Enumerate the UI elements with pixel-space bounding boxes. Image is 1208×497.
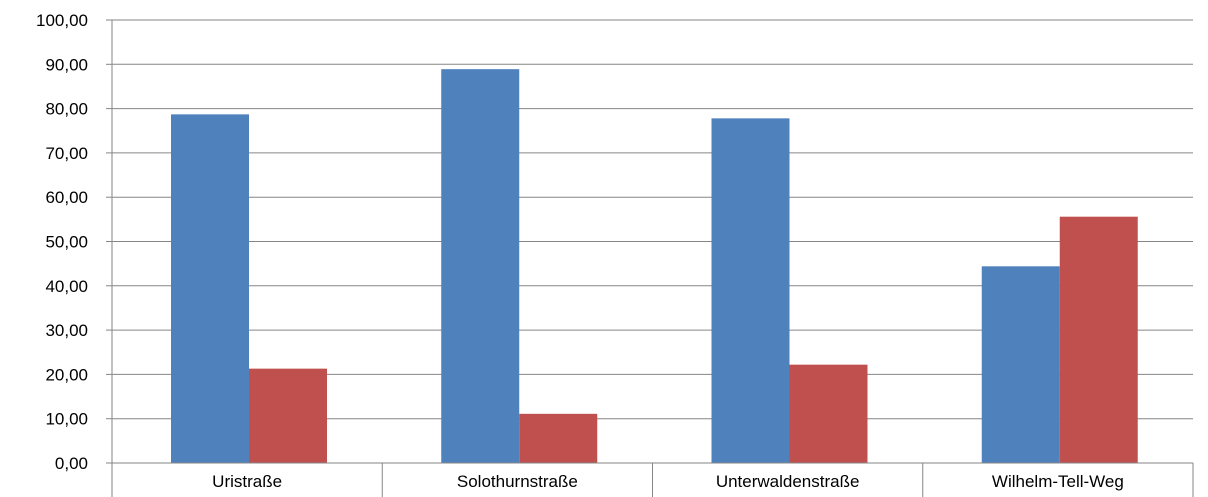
y-tick-label: 60,00 xyxy=(45,188,88,207)
bar-blue-2 xyxy=(441,69,520,463)
bar-blue-1 xyxy=(171,114,249,463)
y-tick-labels: 0,00 10,00 20,00 30,00 40,00 50,00 60,00 70,00 8… xyxy=(36,11,112,473)
y-tick-label: 50,00 xyxy=(45,233,88,252)
bar-red-4 xyxy=(1059,216,1138,463)
bars xyxy=(171,69,1138,463)
y-tick-label: 10,00 xyxy=(45,410,88,429)
y-tick-label: 30,00 xyxy=(45,321,88,340)
y-tick-label: 90,00 xyxy=(45,55,88,74)
y-tick-label: 0,00 xyxy=(55,454,88,473)
y-tick-label: 80,00 xyxy=(45,100,88,119)
bar-blue-4 xyxy=(981,266,1060,463)
y-tick-label: 70,00 xyxy=(45,144,88,163)
x-tick-label: Solothurnstraße xyxy=(457,472,578,491)
x-tick-label: Wilhelm-Tell-Weg xyxy=(992,472,1124,491)
y-tick-label: 100,00 xyxy=(36,11,88,30)
bar-red-2 xyxy=(519,413,598,463)
y-tick-label: 40,00 xyxy=(45,277,88,296)
bar-red-1 xyxy=(249,368,327,463)
x-tick-label: Uristraße xyxy=(212,472,282,491)
x-tick-labels: Uristraße Solothurnstraße Unterwaldenstraß… xyxy=(111,463,1194,497)
x-tick-label: Unterwaldenstraße xyxy=(716,472,860,491)
bar-red-3 xyxy=(789,364,868,463)
y-tick-label: 20,00 xyxy=(45,365,88,384)
bar-blue-3 xyxy=(711,118,790,463)
